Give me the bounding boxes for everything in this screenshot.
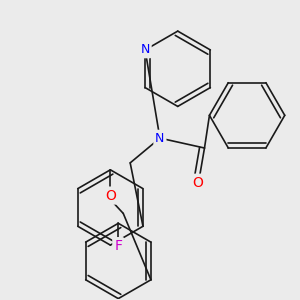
- Text: N: N: [155, 132, 165, 145]
- Text: N: N: [140, 44, 150, 56]
- Text: F: F: [114, 239, 122, 253]
- Text: O: O: [105, 189, 116, 202]
- Text: O: O: [192, 176, 203, 190]
